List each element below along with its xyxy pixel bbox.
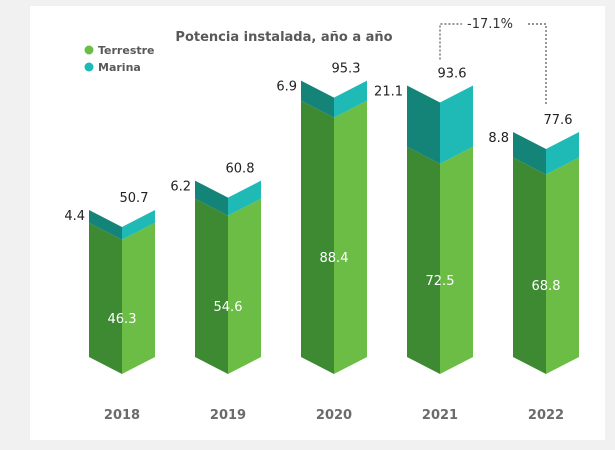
label-marina-2022: 8.8: [488, 131, 509, 146]
bar-marina-right-2018: [122, 209, 155, 240]
bar-terrestre-right-2018: [122, 222, 155, 374]
bar-terrestre-right-2020: [334, 100, 367, 374]
tick-label-2020: 2020: [316, 408, 352, 423]
bar-marina-left-2019: [195, 180, 228, 216]
legend-label-terrestre: Terrestre: [98, 44, 155, 57]
bar-marina-right-2019: [228, 180, 261, 216]
bar-marina-left-2020: [301, 80, 334, 118]
bar-marina-left-2018: [89, 209, 122, 240]
bar-terrestre-right-2019: [228, 198, 261, 374]
bar-terrestre-left-2019: [195, 198, 228, 374]
change-annotation-label: -17.1%: [467, 17, 513, 32]
label-total-2019: 60.8: [226, 162, 255, 177]
label-marina-2018: 4.4: [64, 209, 85, 224]
bar-marina-left-2021: [407, 85, 440, 164]
bar-terrestre-right-2022: [546, 157, 579, 374]
bar-marina-right-2022: [546, 131, 579, 175]
chart-title: Potencia instalada, año a año: [175, 30, 392, 45]
bar-terrestre-left-2021: [407, 146, 440, 374]
bar-terrestre-right-2021: [440, 146, 473, 374]
label-terrestre-2020: 88.4: [320, 251, 349, 266]
tick-label-2022: 2022: [528, 408, 564, 423]
label-total-2018: 50.7: [120, 191, 149, 206]
tick-label-2018: 2018: [104, 408, 140, 423]
legend-marker-terrestre: [84, 45, 94, 55]
label-marina-2021: 21.1: [374, 85, 403, 100]
label-terrestre-2019: 54.6: [214, 300, 243, 315]
bars-group: 46.3 4.4 50.7 2018 54.6 6.2 60.8 2019 88.4 6.9 95.…: [64, 62, 579, 423]
change-annotation-bracket: [439, 23, 547, 106]
legend-label-marina: Marina: [98, 61, 141, 74]
tick-label-2021: 2021: [422, 408, 458, 423]
change-annotation: -17.1%: [439, 17, 547, 106]
label-total-2022: 77.6: [544, 113, 573, 128]
bar-terrestre-left-2018: [89, 222, 122, 374]
label-marina-2020: 6.9: [276, 80, 297, 95]
bar-marina-right-2020: [334, 80, 367, 118]
bar-2021: 72.5 21.1 93.6 2021: [374, 67, 473, 423]
bar-2022: 68.8 8.8 77.6 2022: [488, 113, 579, 423]
tick-label-2019: 2019: [210, 408, 246, 423]
label-total-2021: 93.6: [438, 67, 467, 82]
bar-terrestre-left-2022: [513, 157, 546, 374]
bar-marina-left-2022: [513, 131, 546, 175]
bar-2018: 46.3 4.4 50.7 2018: [64, 191, 155, 423]
bar-2020: 88.4 6.9 95.3 2020: [276, 62, 367, 423]
bar-2019: 54.6 6.2 60.8 2019: [170, 162, 261, 423]
label-terrestre-2018: 46.3: [108, 312, 137, 327]
label-marina-2019: 6.2: [170, 180, 191, 195]
label-terrestre-2022: 68.8: [532, 279, 561, 294]
label-terrestre-2021: 72.5: [426, 274, 455, 289]
legend-marker-marina: [84, 62, 94, 72]
label-total-2020: 95.3: [332, 62, 361, 77]
bar-terrestre-left-2020: [301, 100, 334, 374]
bar-marina-right-2021: [440, 85, 473, 164]
legend: Terrestre Marina: [84, 44, 155, 74]
